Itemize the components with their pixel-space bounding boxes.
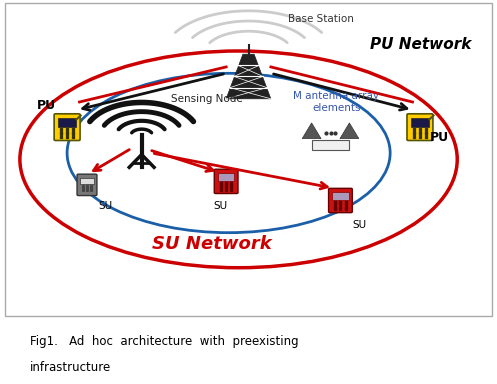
FancyBboxPatch shape xyxy=(407,114,433,141)
Text: PU: PU xyxy=(37,99,56,112)
Bar xyxy=(312,140,349,149)
Polygon shape xyxy=(226,54,271,99)
Text: M antenna array
elements: M antenna array elements xyxy=(293,91,379,113)
Text: PU Network: PU Network xyxy=(370,37,472,52)
Text: PU: PU xyxy=(430,131,449,144)
Text: Base Station: Base Station xyxy=(288,14,354,24)
FancyBboxPatch shape xyxy=(329,188,352,213)
Polygon shape xyxy=(340,123,359,139)
Text: SU: SU xyxy=(353,220,367,230)
Text: SU: SU xyxy=(98,200,112,210)
FancyBboxPatch shape xyxy=(332,192,348,200)
FancyBboxPatch shape xyxy=(54,114,80,141)
FancyBboxPatch shape xyxy=(77,174,97,195)
FancyBboxPatch shape xyxy=(411,118,429,127)
Text: Fig1.   Ad  hoc  architecture  with  preexisting: Fig1. Ad hoc architecture with preexisti… xyxy=(30,335,298,348)
Text: SU: SU xyxy=(214,200,228,210)
Polygon shape xyxy=(302,123,321,139)
Text: SU Network: SU Network xyxy=(152,235,271,253)
Text: infrastructure: infrastructure xyxy=(30,361,111,374)
FancyBboxPatch shape xyxy=(80,178,94,184)
FancyBboxPatch shape xyxy=(214,169,238,194)
FancyBboxPatch shape xyxy=(218,173,234,181)
FancyBboxPatch shape xyxy=(58,118,76,127)
Text: Sensing Node: Sensing Node xyxy=(171,94,243,104)
